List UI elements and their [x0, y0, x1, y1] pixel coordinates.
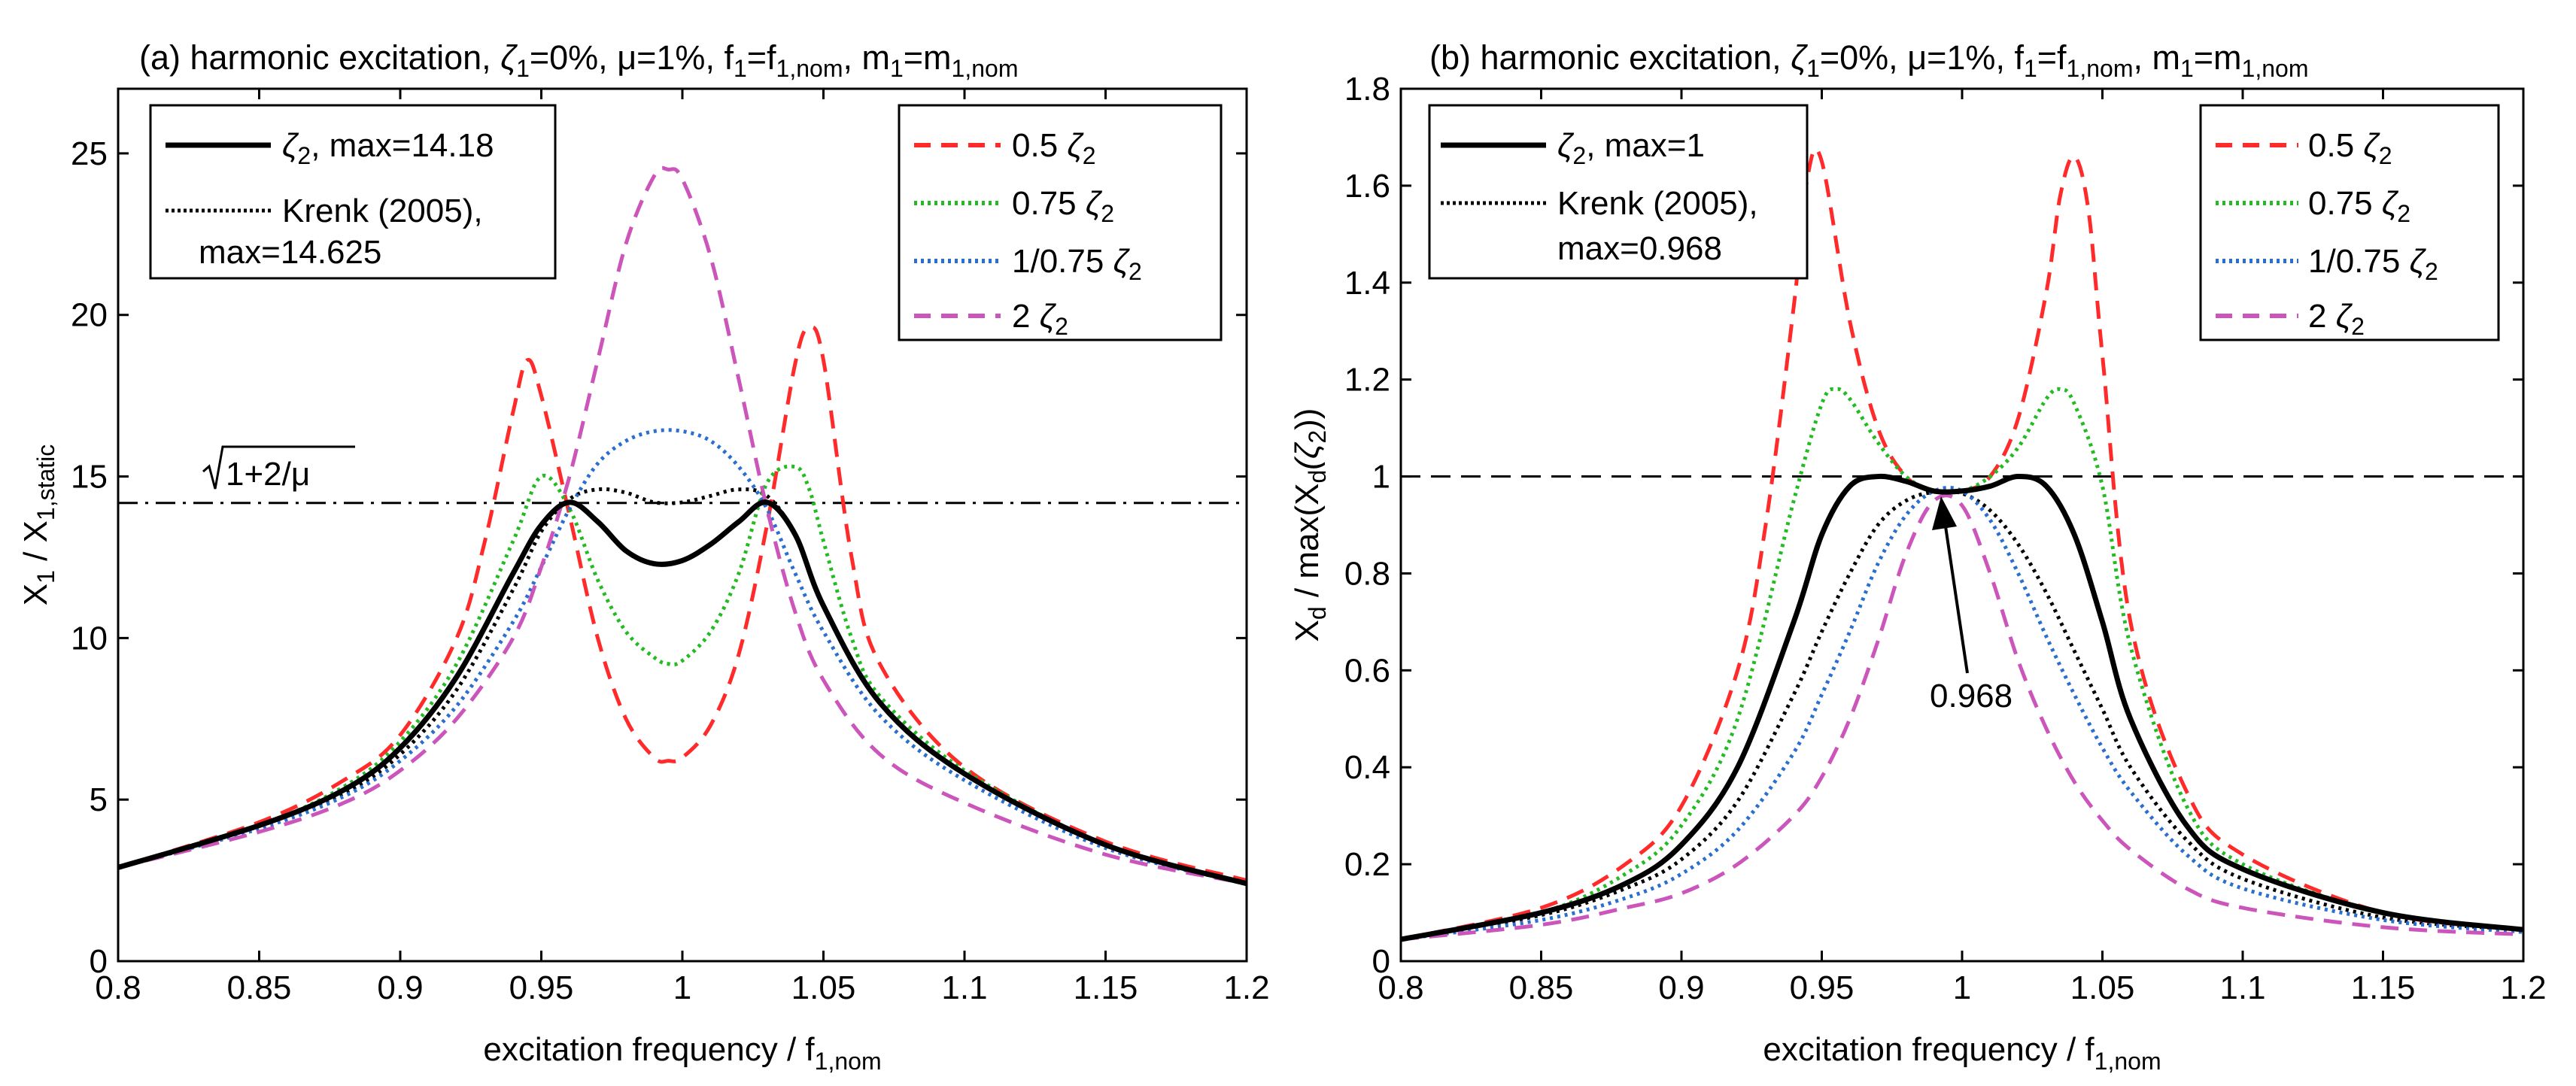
panel-a-ticks: 0.8 0.85 0.9 0.95 1 1.05 1.1 1.15 1.2 0 5 10 15 20 25 [71, 89, 1270, 1006]
legend-a-label-half: 0.5 ζ2 [1012, 127, 1096, 169]
x-tick-label: 0.95 [1790, 969, 1855, 1006]
y-tick-label: 0.4 [1344, 749, 1390, 786]
panel-a-reference-label: 1+2/μ [202, 445, 355, 493]
x-tick-label: 0.85 [1509, 969, 1574, 1006]
x-tick-label: 1.05 [791, 969, 856, 1006]
legend-a-label-threequarter: 0.75 ζ2 [1012, 185, 1114, 227]
y-tick-label: 1 [1372, 459, 1390, 496]
series-b-krenk [1400, 489, 2524, 942]
legend-b-label-krenk-max: max=0.968 [1557, 230, 1722, 267]
series-a-double [117, 165, 1247, 886]
panel-b-x-axis-label: excitation frequency / f1,nom [1763, 1031, 2161, 1075]
panel-a-legend-right: 0.5 ζ2 0.75 ζ2 1/0.75 ζ2 2 ζ2 [898, 104, 1223, 341]
legend-b-label-zeta2: ζ2, max=1 [1557, 127, 1705, 169]
panel-b: (b) harmonic excitation, ζ1=0%, μ=1%, f1… [1289, 38, 2547, 1075]
x-tick-label: 0.9 [377, 969, 423, 1006]
legend-b-label-krenk: Krenk (2005), [1557, 185, 1758, 222]
annotation-arrowhead [1932, 496, 1957, 530]
panel-b-legend-right: 0.5 ζ2 0.75 ζ2 1/0.75 ζ2 2 ζ2 [2199, 104, 2500, 341]
panel-a-y-axis-label: X1 / X1,static [17, 444, 59, 606]
x-tick-label: 1 [1953, 969, 1971, 1006]
series-b-threequarter [1400, 387, 2524, 942]
series-b-zeta2 [1400, 473, 2524, 942]
y-tick-label: 5 [90, 781, 108, 818]
panel-b-annotation: 0.968 [1930, 496, 2012, 714]
y-tick-label: 1.6 [1344, 168, 1390, 205]
panel-b-legend-left: ζ2, max=1 Krenk (2005), max=0.968 [1428, 104, 1809, 280]
panel-a-x-axis-label: excitation frequency / f1,nom [483, 1031, 881, 1075]
legend-b-label-half: 0.5 ζ2 [2308, 127, 2392, 169]
x-tick-label: 1.2 [2500, 969, 2546, 1006]
x-tick-label: 0.9 [1658, 969, 1704, 1006]
panel-b-y-axis-label: Xd / max(Xd(ζ2)) [1289, 408, 1331, 642]
panel-a-plot-area [117, 165, 1247, 887]
x-tick-label: 1.15 [1074, 969, 1138, 1006]
x-tick-label: 0.8 [95, 969, 141, 1006]
legend-a-label-double: 2 ζ2 [1012, 298, 1068, 340]
y-tick-label: 0.2 [1344, 846, 1390, 883]
x-tick-label: 1.1 [941, 969, 987, 1006]
panel-a-legend-left: ζ2, max=14.18 Krenk (2005), max=14.625 [149, 104, 557, 280]
panel-a: (a) harmonic excitation, ζ1=0%, μ=1%, f1… [17, 38, 1270, 1075]
legend-b-label-inv: 1/0.75 ζ2 [2308, 243, 2438, 285]
panel-a-title: (a) harmonic excitation, ζ1=0%, μ=1%, f1… [139, 38, 1018, 82]
panel-b-title: (b) harmonic excitation, ζ1=0%, μ=1%, f1… [1429, 38, 2308, 82]
x-tick-label: 0.8 [1378, 969, 1423, 1006]
y-tick-label: 0 [90, 943, 108, 980]
annotation-arrow-shaft [1944, 526, 1969, 674]
y-tick-label: 0.6 [1344, 652, 1390, 689]
legend-b-label-threequarter: 0.75 ζ2 [2308, 185, 2410, 227]
x-tick-label: 1.2 [1223, 969, 1269, 1006]
series-a-half [117, 325, 1247, 883]
y-tick-label: 1.2 [1344, 362, 1390, 399]
y-tick-label: 15 [71, 459, 108, 496]
x-tick-label: 0.85 [227, 969, 292, 1006]
legend-a-label-zeta2: ζ2, max=14.18 [282, 127, 494, 169]
y-tick-label: 1.8 [1344, 71, 1390, 108]
panel-b-ticks: 0.8 0.85 0.9 0.95 1 1.05 1.1 1.15 1.2 0 0.2 0.4 0.6 0… [1344, 71, 2547, 1006]
panel-b-plot-area [1400, 147, 2524, 942]
y-tick-label: 20 [71, 297, 108, 334]
y-tick-label: 0.8 [1344, 555, 1390, 592]
annotation-label: 0.968 [1930, 678, 2012, 714]
y-tick-label: 0 [1372, 943, 1390, 980]
x-tick-label: 1.15 [2351, 969, 2416, 1006]
x-tick-label: 1 [673, 969, 691, 1006]
legend-b-label-double: 2 ζ2 [2308, 298, 2365, 340]
legend-a-label-inv: 1/0.75 ζ2 [1012, 243, 1142, 285]
series-a-threequarter [117, 464, 1247, 886]
x-tick-label: 1.1 [2219, 969, 2265, 1006]
x-tick-label: 0.95 [509, 969, 574, 1006]
series-b-double [1400, 493, 2524, 942]
y-tick-label: 25 [71, 135, 108, 172]
legend-a-label-krenk-max: max=14.625 [199, 234, 381, 271]
y-tick-label: 1.4 [1344, 265, 1390, 302]
x-tick-label: 1.05 [2070, 969, 2135, 1006]
series-a-inv [117, 428, 1247, 886]
svg-text:1+2/μ: 1+2/μ [226, 456, 310, 493]
series-a-zeta2 [117, 499, 1247, 887]
legend-a-label-krenk: Krenk (2005), [282, 193, 483, 229]
y-tick-label: 10 [71, 620, 108, 657]
